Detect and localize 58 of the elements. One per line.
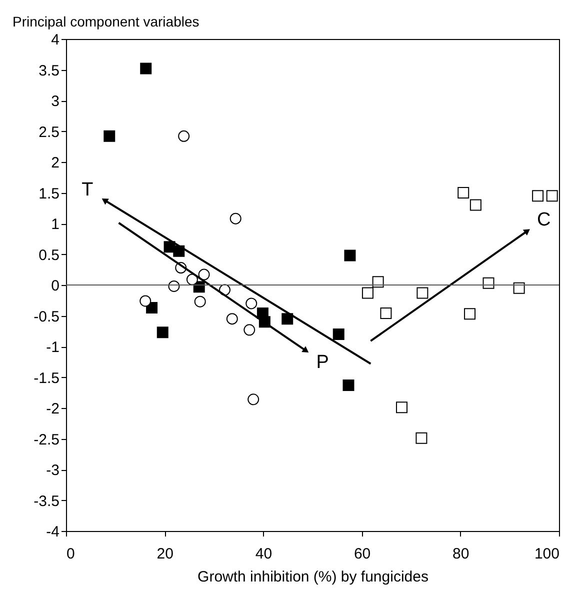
series-label: C [536, 209, 551, 230]
y-tick-label: 1.5 [38, 185, 60, 202]
point [464, 308, 476, 320]
point [396, 402, 408, 414]
x-tick-label: 20 [156, 546, 174, 562]
y-tick-label: -2.5 [34, 431, 60, 448]
y-tick-label: -3.5 [34, 492, 60, 510]
x-axis-title: Growth inhibition (%) by fungicides [198, 568, 428, 586]
y-tick-label: 2 [51, 154, 60, 172]
y-tick-label: -1.5 [34, 370, 60, 387]
series-label: T [82, 180, 94, 201]
y-tick-label: 1 [51, 216, 60, 233]
point [248, 394, 260, 406]
x-tick-label: 100 [534, 546, 560, 562]
point [186, 274, 198, 286]
point [173, 245, 185, 257]
y-axis-title: Principal component variables [12, 14, 200, 30]
point [372, 276, 384, 288]
y-tick-label: 4 [51, 32, 60, 48]
point [104, 130, 116, 142]
point [416, 287, 428, 299]
y-tick-label: -2 [46, 400, 60, 418]
point [178, 130, 190, 142]
point [342, 380, 354, 391]
point [230, 212, 242, 224]
point [246, 298, 258, 310]
point [513, 282, 525, 294]
y-tick-label: -1 [46, 339, 60, 356]
y-tick-label: 3.5 [38, 62, 60, 80]
series-label: P [316, 352, 329, 374]
x-tick-label: 60 [354, 546, 371, 562]
point [140, 62, 152, 74]
point [156, 326, 168, 338]
point [198, 268, 210, 280]
y-tick-label: -3 [46, 462, 60, 479]
point [282, 313, 294, 325]
y-tick-label: -0.5 [34, 308, 60, 326]
y-tick-label: 0.5 [38, 246, 60, 264]
y-tick-label: 2.5 [38, 124, 60, 141]
x-tick-label: 40 [255, 546, 272, 562]
point [140, 295, 152, 307]
point [194, 296, 206, 308]
point [546, 190, 558, 202]
y-tick-label: 0 [51, 278, 60, 294]
y-tick-label: 3 [51, 93, 60, 110]
point [362, 287, 374, 299]
point [226, 313, 238, 325]
point [244, 324, 256, 336]
point [332, 328, 344, 340]
point [458, 187, 470, 198]
point [470, 199, 482, 211]
x-tick-label: 0 [66, 546, 75, 562]
x-tick-label: 80 [452, 546, 470, 562]
point [344, 250, 356, 262]
point [416, 432, 428, 444]
y-tick-label: -4 [46, 524, 60, 540]
point [532, 190, 544, 202]
point [380, 308, 392, 320]
